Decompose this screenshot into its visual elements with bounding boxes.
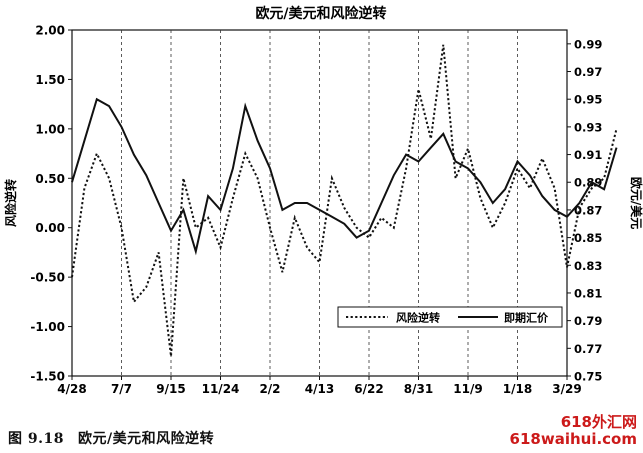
left-tick-label: 2.00	[35, 24, 65, 38]
x-tick-label: 9/15	[156, 382, 185, 396]
x-tick-label: 1/18	[503, 382, 532, 396]
x-tick-label: 7/7	[111, 382, 132, 396]
right-axis-ticks: 0.990.970.950.930.910.890.870.850.830.81…	[567, 37, 602, 384]
left-axis-label: 风险逆转	[3, 179, 18, 227]
series-spot-rate-line	[71, 97, 618, 256]
left-tick-label: -1.00	[30, 320, 65, 334]
left-tick-label: 0.00	[35, 221, 65, 235]
x-tick-label: 2/2	[259, 382, 280, 396]
legend-label-risk-reversal: 风险逆转	[396, 311, 440, 325]
right-axis-label: 欧元/美元	[629, 177, 643, 229]
site-watermark: 618外汇网 618waihui.com	[510, 414, 637, 448]
x-tick-label: 8/31	[404, 382, 433, 396]
right-tick-label: 0.79	[574, 314, 602, 328]
x-tick-label: 11/9	[453, 382, 482, 396]
figure-caption: 图 9.18 欧元/美元和风险逆转	[8, 428, 214, 448]
right-tick-label: 0.83	[574, 259, 602, 273]
legend-label-spot-rate: 即期汇价	[504, 311, 549, 325]
left-tick-label: -1.50	[30, 370, 65, 384]
figure-number: 图 9.18	[8, 431, 64, 447]
right-tick-label: 0.85	[574, 231, 602, 245]
legend: 风险逆转 即期汇价	[337, 306, 563, 328]
left-tick-label: -0.50	[30, 271, 65, 285]
chart-title: 欧元/美元和风险逆转	[255, 5, 386, 22]
series-risk-reversal-line	[71, 44, 618, 357]
figure-caption-text: 欧元/美元和风险逆转	[77, 431, 215, 447]
right-tick-label: 0.97	[574, 65, 602, 79]
left-tick-label: 0.50	[35, 172, 65, 186]
watermark-name: 618外汇网	[560, 413, 637, 431]
x-tick-label: 3/29	[552, 382, 581, 396]
left-axis-ticks: 2.00 1.50 1.00 0.50 0.00 -0.50 -1.00 -1.50	[30, 24, 72, 384]
right-tick-label: 0.81	[574, 286, 602, 300]
x-tick-label: 4/13	[305, 382, 334, 396]
right-tick-label: 0.91	[574, 148, 602, 162]
x-tick-label: 11/24	[202, 382, 240, 396]
right-tick-label: 0.99	[574, 37, 602, 51]
chart-figure: 欧元/美元和风险逆转 2.00 1.50 1.00 0.50 0.00 -0.50 -1.0…	[3, 5, 643, 396]
right-tick-label: 0.87	[574, 203, 602, 217]
x-tick-label: 4/28	[57, 382, 86, 396]
left-tick-label: 1.50	[35, 73, 65, 87]
right-tick-label: 0.93	[574, 120, 602, 134]
x-axis-ticks: 4/28 7/7 9/15 11/24 2/2 4/13 6/22 8/31 11/9 1/18 3…	[57, 376, 582, 396]
left-tick-label: 1.00	[35, 122, 65, 136]
x-tick-label: 6/22	[354, 382, 383, 396]
right-tick-label: 0.77	[574, 342, 602, 356]
right-tick-label: 0.75	[574, 370, 602, 384]
right-tick-label: 0.95	[574, 93, 602, 107]
watermark-url: 618waihui.com	[509, 430, 637, 448]
